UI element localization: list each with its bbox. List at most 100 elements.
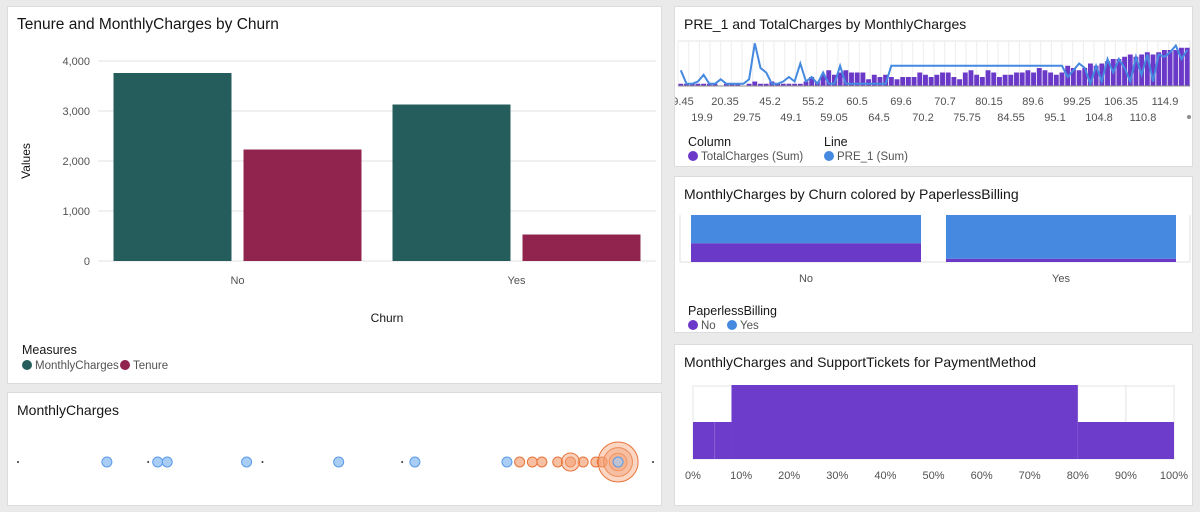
- column-totalcharges: [871, 74, 877, 86]
- column-totalcharges: [1093, 65, 1099, 86]
- bar-chart-churn[interactable]: 0 1,000 2,000 3,000 4,000 No Yes Churn Values: [8, 41, 662, 381]
- column-totalcharges: [1161, 50, 1167, 86]
- column-totalcharges: [854, 72, 860, 86]
- panel-paymentmethod[interactable]: MonthlyCharges and SupportTickets for Pa…: [674, 344, 1193, 506]
- column-totalcharges: [1133, 56, 1139, 86]
- column-totalcharges: [1150, 54, 1156, 86]
- column-totalcharges: [678, 83, 684, 86]
- legend-title-column: Column: [688, 135, 732, 149]
- column-totalcharges: [752, 81, 758, 86]
- column-totalcharges: [945, 72, 951, 86]
- column-totalcharges: [985, 70, 991, 86]
- area-chart-paymentmethod[interactable]: 0% 10% 20% 30% 40% 50% 60% 70% 80% 90% 100%: [675, 377, 1193, 502]
- column-totalcharges: [1048, 72, 1054, 86]
- x-tick-label: 80%: [1067, 470, 1089, 482]
- x-axis-label: Churn: [371, 311, 404, 325]
- x-tick-label: 90%: [1115, 470, 1137, 482]
- column-totalcharges: [1099, 63, 1105, 86]
- x-tick-label: 110.8: [1130, 112, 1157, 124]
- column-totalcharges: [706, 83, 712, 86]
- tick-dot: [261, 461, 264, 463]
- column-totalcharges: [809, 77, 815, 86]
- column-totalcharges: [1156, 52, 1162, 86]
- column-totalcharges: [877, 77, 883, 86]
- bubble-orange: [526, 456, 538, 468]
- legend-item-totalcharges[interactable]: TotalCharges (Sum): [688, 151, 803, 163]
- tick-dot: [652, 461, 654, 463]
- legend-label: Yes: [740, 320, 759, 332]
- bar-tenure-yes: [522, 234, 641, 261]
- column-totalcharges: [1042, 70, 1048, 86]
- stacked-bar-chart-churn[interactable]: No Yes: [675, 207, 1193, 297]
- column-totalcharges: [979, 77, 985, 86]
- panel-monthlycharges[interactable]: MonthlyCharges: [7, 392, 662, 506]
- column-totalcharges: [1167, 50, 1173, 86]
- column-totalcharges: [1002, 74, 1008, 86]
- x-tick-label: 64.5: [868, 112, 889, 124]
- panel-paperlessbilling[interactable]: MonthlyCharges by Churn colored by Paper…: [674, 176, 1193, 333]
- legend-item-yes[interactable]: Yes: [727, 320, 759, 332]
- panel-title: Tenure and MonthlyCharges by Churn: [17, 16, 279, 33]
- legend-item-pre1[interactable]: PRE_1 (Sum): [824, 151, 908, 163]
- bubble-orange-medium: [560, 452, 580, 472]
- column-totalcharges: [1173, 50, 1179, 86]
- bubble-orange: [536, 456, 548, 468]
- column-totalcharges: [1019, 72, 1025, 86]
- column-totalcharges: [866, 79, 872, 86]
- legend-item-monthlycharges[interactable]: MonthlyCharges: [22, 360, 119, 372]
- bubble-blue: [101, 456, 113, 468]
- tick-dot: [147, 461, 150, 463]
- bubble-orange: [514, 456, 526, 468]
- tick-dot: [17, 461, 19, 463]
- y-axis-label: Values: [19, 143, 33, 179]
- column-totalcharges: [951, 77, 957, 86]
- column-totalcharges: [911, 77, 917, 86]
- bubble-strip-chart[interactable]: [8, 423, 662, 503]
- x-tick-label: 10%: [730, 470, 752, 482]
- panel-title: MonthlyCharges and SupportTickets for Pa…: [684, 354, 1036, 370]
- column-totalcharges: [780, 83, 786, 86]
- column-totalcharges: [940, 72, 945, 86]
- column-totalcharges: [837, 72, 843, 86]
- panel-tenure-monthlycharges[interactable]: Tenure and MonthlyCharges by Churn 0 1,00…: [7, 6, 662, 384]
- x-tick-label: Yes: [1052, 273, 1070, 285]
- bar-no-paperless-no: [691, 243, 921, 262]
- line-pre1: [679, 43, 1189, 87]
- column-totalcharges: [1122, 56, 1128, 86]
- x-tick-label: 59.05: [820, 112, 848, 124]
- legend-item-no[interactable]: No: [688, 320, 716, 332]
- column-totalcharges: [860, 72, 866, 86]
- area-segment: [731, 385, 1078, 459]
- column-totalcharges: [917, 72, 923, 86]
- x-tick-label: 60.5: [846, 96, 867, 108]
- column-totalcharges: [826, 70, 832, 86]
- bubble-blue: [241, 456, 253, 468]
- x-tick-label: 99.25: [1063, 96, 1091, 108]
- x-tick-label: 40%: [874, 470, 896, 482]
- legend-label: No: [701, 320, 716, 332]
- x-tick-label: 20%: [778, 470, 800, 482]
- area-segment: [1077, 422, 1174, 459]
- column-totalcharges: [1116, 59, 1122, 86]
- column-totalcharges: [712, 83, 718, 86]
- column-totalcharges: [1184, 47, 1190, 86]
- column-totalcharges: [684, 83, 689, 86]
- column-totalcharges: [928, 77, 934, 86]
- y-tick-label: 4,000: [62, 56, 90, 68]
- legend-item-tenure[interactable]: Tenure: [120, 360, 168, 372]
- legend-title: Measures: [22, 343, 77, 357]
- x-tick-label: 9.45: [675, 96, 694, 108]
- column-totalcharges: [695, 83, 701, 86]
- legend-label: MonthlyCharges: [35, 360, 119, 372]
- column-totalcharges: [786, 83, 792, 86]
- legend-swatch: [688, 151, 698, 161]
- column-totalcharges: [1014, 72, 1019, 86]
- legend-swatch: [727, 320, 737, 330]
- column-totalcharges: [968, 70, 974, 86]
- x-tick-label: 19.9: [691, 112, 712, 124]
- combo-chart-monthlycharges[interactable]: 9.45 20.35 45.2 55.2 60.5 69.6 70.7 80.15 89.6 99…: [675, 39, 1193, 129]
- panel-pre1-totalcharges[interactable]: PRE_1 and TotalCharges by MonthlyCharges…: [674, 6, 1193, 167]
- column-totalcharges: [803, 81, 809, 86]
- x-tick-label: 100%: [1160, 470, 1188, 482]
- x-tick-label: 89.6: [1022, 96, 1043, 108]
